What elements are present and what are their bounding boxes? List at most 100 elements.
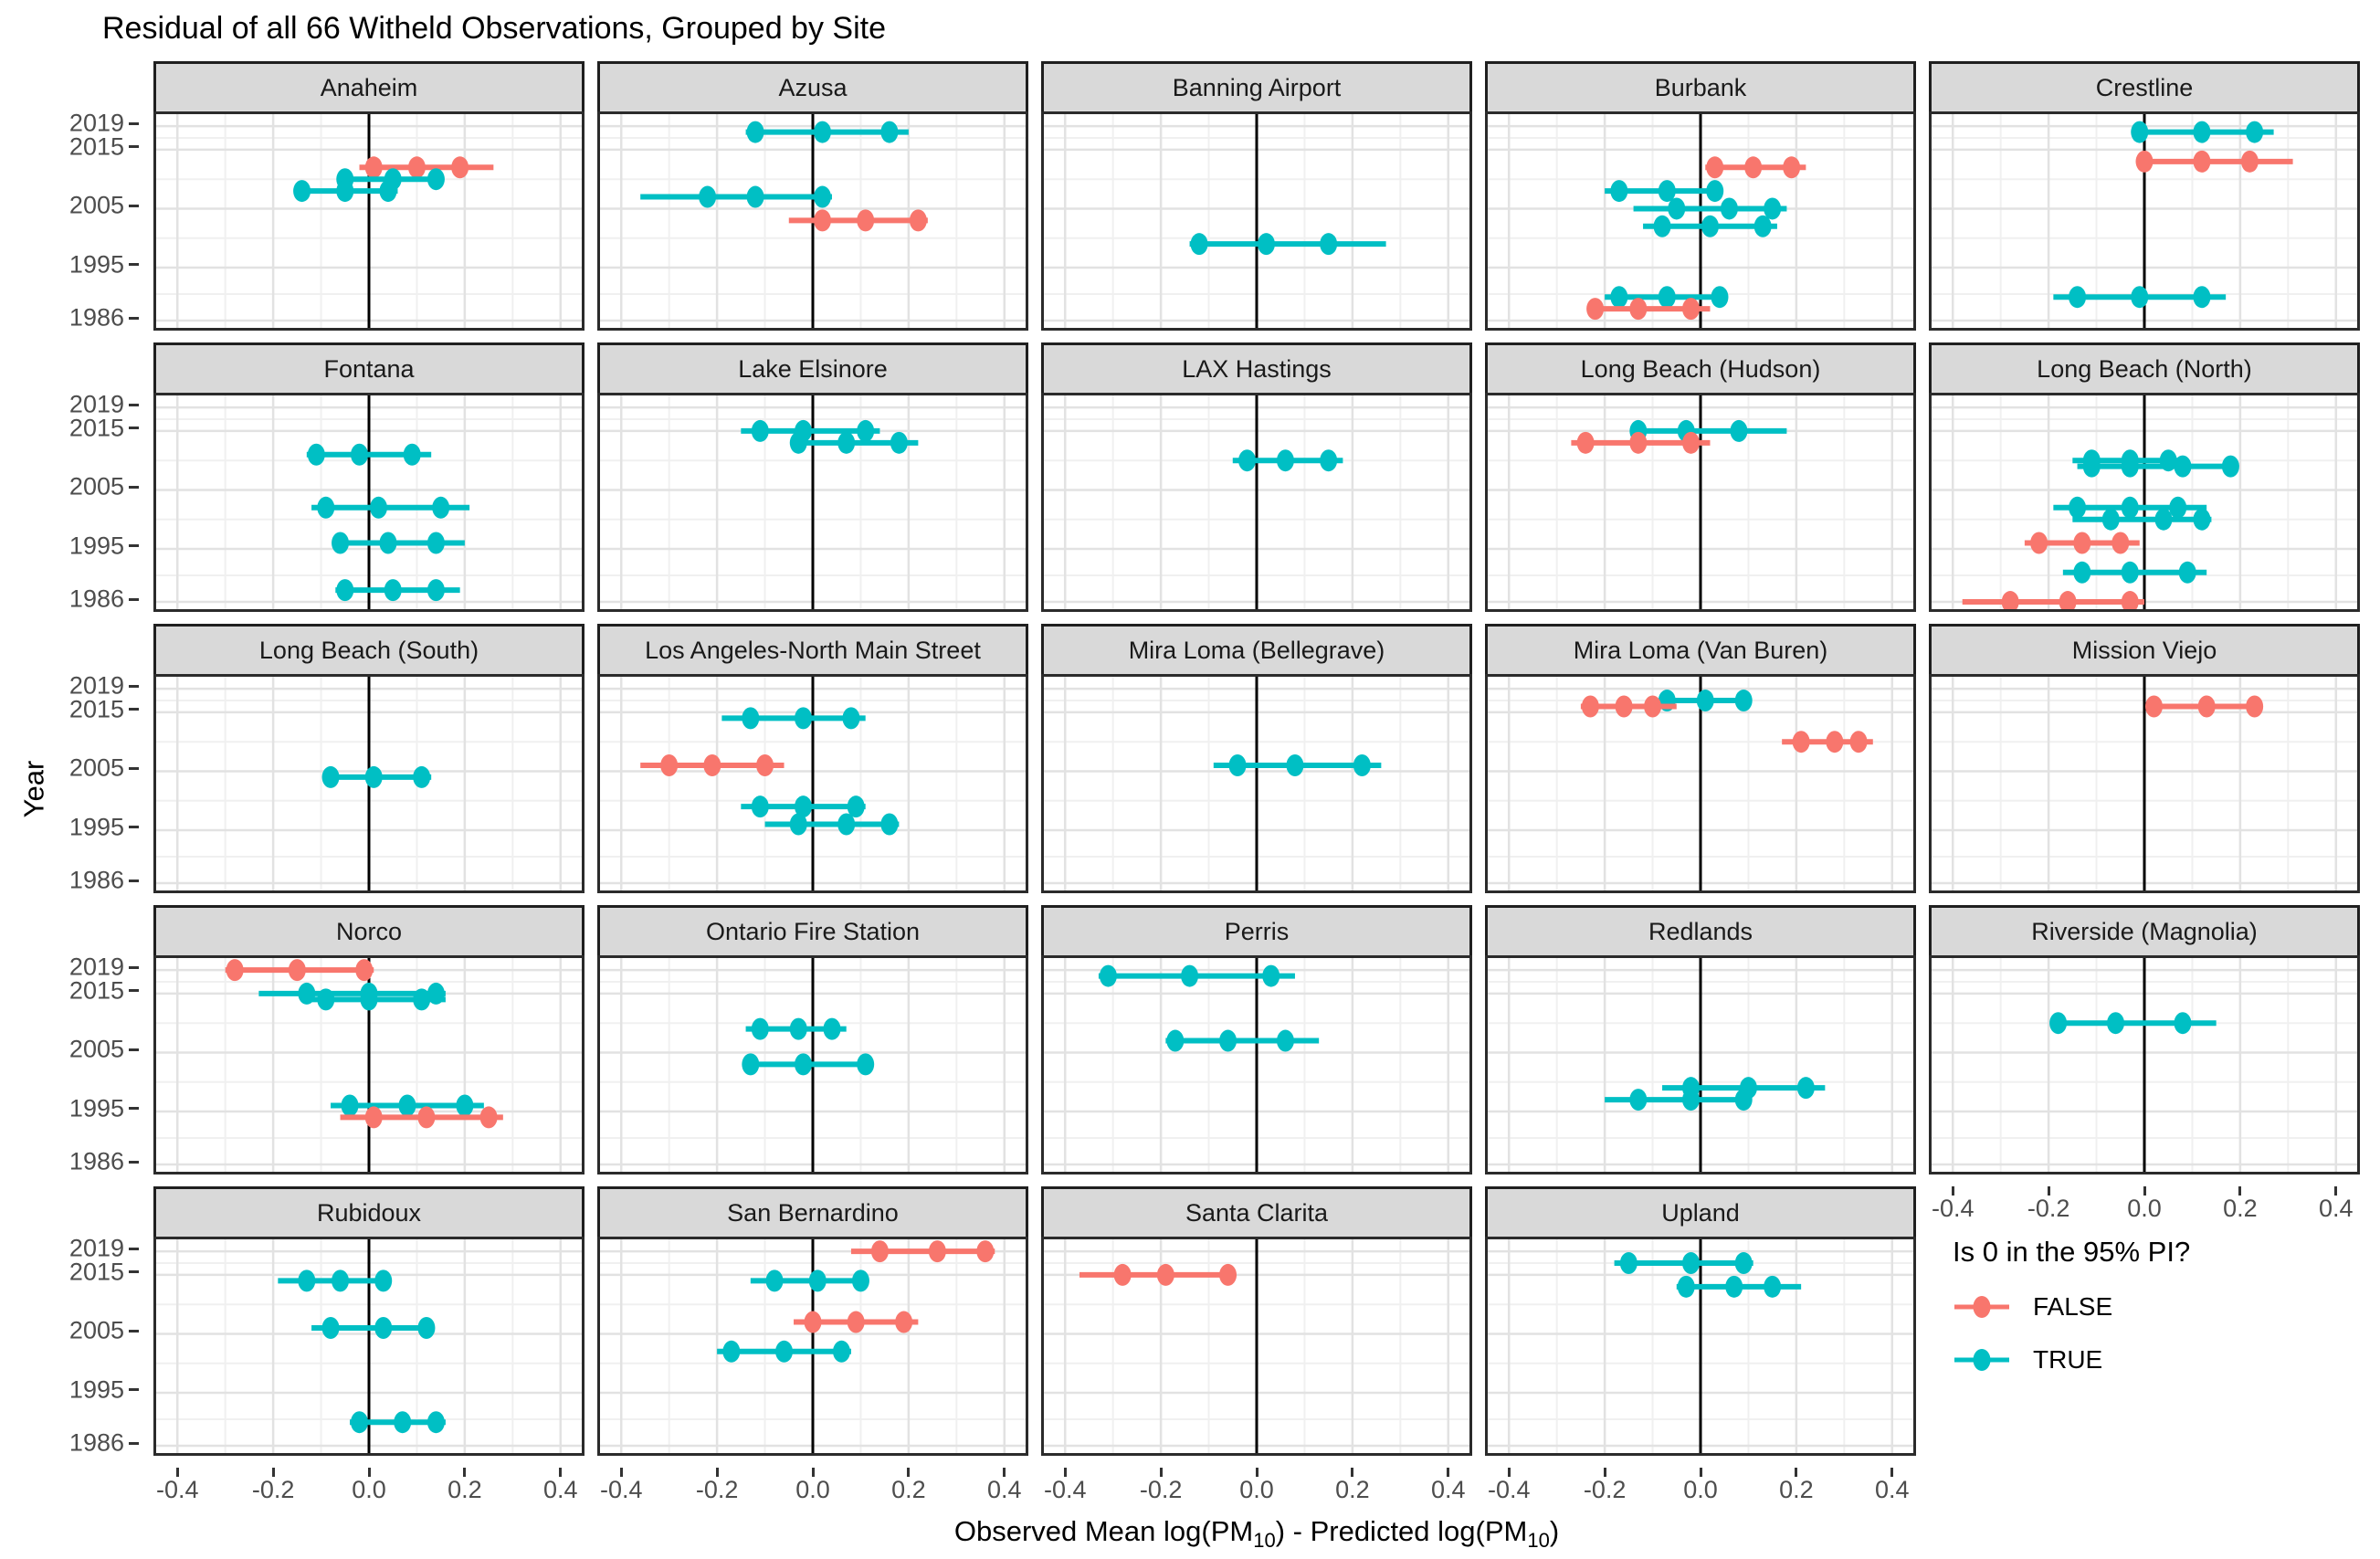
facet-perris: Perris bbox=[1041, 905, 1472, 1177]
residual-series bbox=[717, 1340, 851, 1363]
residual-point bbox=[2121, 455, 2139, 478]
residual-point bbox=[1619, 1252, 1638, 1275]
y-tick-mark bbox=[129, 1048, 139, 1051]
x-tick-mark bbox=[619, 1468, 623, 1477]
residual-point bbox=[1796, 1077, 1815, 1100]
facet-strip-label: Redlands bbox=[1648, 917, 1753, 945]
facet-strip: Crestline bbox=[1929, 61, 2360, 111]
residual-point bbox=[321, 765, 340, 788]
facet-strip-label: Perris bbox=[1224, 917, 1290, 945]
residual-point bbox=[1764, 1275, 1782, 1298]
x-tick-mark bbox=[2047, 1186, 2050, 1196]
facet-norco: Norco bbox=[153, 905, 584, 1177]
residual-point bbox=[1682, 1089, 1701, 1111]
x-tick-mark bbox=[1351, 1468, 1354, 1477]
residual-point bbox=[1276, 449, 1294, 472]
facet-strip: San Bernardino bbox=[597, 1186, 1028, 1237]
residual-point bbox=[765, 1269, 784, 1292]
residual-point bbox=[351, 1411, 369, 1434]
facet-strip-label: Burbank bbox=[1654, 73, 1747, 101]
residual-point bbox=[1849, 731, 1868, 753]
residual-series bbox=[301, 988, 446, 1011]
facet-panel-santa-clarita bbox=[1041, 1237, 1472, 1456]
facet-panel-redlands bbox=[1485, 955, 1916, 1175]
residual-point bbox=[1734, 690, 1753, 712]
residual-point bbox=[823, 1017, 841, 1040]
residual-series bbox=[1962, 591, 2144, 612]
x-tick-mark bbox=[1003, 1468, 1006, 1477]
x-tick-label: 0.2 bbox=[891, 1476, 926, 1503]
y-tick-mark bbox=[129, 121, 139, 125]
y-axis-gutter-row-2: 2019 2015 2005 1995 1986 bbox=[15, 342, 141, 615]
facet-strip-label: Azusa bbox=[778, 73, 848, 101]
residual-point bbox=[1725, 1275, 1743, 1298]
y-tick-mark bbox=[129, 145, 139, 149]
x-axis-title-subscript: 10 bbox=[1253, 1529, 1276, 1553]
facet-strip-label: Mira Loma (Van Buren) bbox=[1573, 636, 1828, 664]
residual-point bbox=[1615, 695, 1633, 718]
residual-point bbox=[722, 1340, 741, 1363]
residual-point bbox=[364, 1106, 383, 1129]
residual-point bbox=[1734, 1089, 1753, 1111]
x-tick-mark bbox=[1603, 1468, 1606, 1477]
y-tick-label: 2019 bbox=[68, 1234, 124, 1262]
residual-point bbox=[479, 1106, 498, 1129]
facet-panel-mira-loma-bellegrave bbox=[1041, 674, 1472, 893]
residual-series bbox=[745, 1017, 847, 1040]
facet-riverside-magnolia: Riverside (Magnolia) bbox=[1929, 905, 2360, 1177]
residual-point bbox=[2135, 150, 2154, 173]
residual-point bbox=[857, 209, 875, 232]
facet-lake-elsinore: Lake Elsinore bbox=[597, 342, 1028, 615]
y-tick-label: 1995 bbox=[68, 813, 124, 841]
residual-point bbox=[2131, 121, 2149, 143]
residual-series bbox=[850, 1240, 995, 1263]
residual-point bbox=[1644, 695, 1662, 718]
residual-point bbox=[813, 121, 831, 143]
facet-upland: Upland bbox=[1485, 1186, 1916, 1459]
facet-panel-ontario-fire-station bbox=[597, 955, 1028, 1175]
residual-series bbox=[640, 185, 832, 208]
x-tick-label: -0.4 bbox=[1043, 1476, 1087, 1503]
facet-strip: Long Beach (Hudson) bbox=[1485, 342, 1916, 393]
residual-point bbox=[2246, 695, 2264, 718]
residual-series bbox=[1676, 1275, 1802, 1298]
facet-strip-label: Mira Loma (Bellegrave) bbox=[1128, 636, 1385, 664]
residual-point bbox=[2178, 561, 2196, 584]
x-tick-label: 0.2 bbox=[2223, 1195, 2258, 1222]
residual-point bbox=[1658, 286, 1676, 309]
residual-point bbox=[2107, 1012, 2125, 1035]
y-tick-mark bbox=[129, 826, 139, 829]
residual-point bbox=[1581, 695, 1599, 718]
x-tick-label: 0.2 bbox=[1779, 1476, 1814, 1503]
residual-point bbox=[890, 431, 908, 454]
residual-point bbox=[1701, 215, 1719, 237]
residual-series bbox=[1782, 731, 1873, 753]
residual-point bbox=[427, 532, 445, 554]
x-tick-mark bbox=[1063, 1468, 1067, 1477]
y-tick-label: 2005 bbox=[68, 472, 124, 500]
residual-point bbox=[2240, 150, 2259, 173]
y-tick-label: 1995 bbox=[68, 250, 124, 279]
facet-panel-crestline bbox=[1929, 111, 2360, 331]
residual-point bbox=[1320, 233, 1338, 256]
facet-strip: Mira Loma (Van Buren) bbox=[1485, 624, 1916, 674]
residual-series bbox=[1633, 197, 1787, 220]
x-tick-mark bbox=[463, 1468, 467, 1477]
x-tick-mark bbox=[811, 1468, 815, 1477]
facet-strip: Ontario Fire Station bbox=[597, 905, 1028, 955]
facet-strip-label: Fontana bbox=[323, 354, 415, 383]
facet-strip: Banning Airport bbox=[1041, 61, 1472, 111]
residual-point bbox=[317, 988, 335, 1011]
y-tick-mark bbox=[129, 1247, 139, 1250]
residual-point bbox=[2069, 286, 2087, 309]
residual-point bbox=[2174, 1012, 2192, 1035]
residual-point bbox=[851, 1269, 869, 1292]
residual-series bbox=[321, 765, 432, 788]
facet-redlands: Redlands bbox=[1485, 905, 1916, 1177]
residual-point bbox=[451, 156, 469, 179]
y-tick-label: 2005 bbox=[68, 191, 124, 219]
x-axis-labels-col-2: -0.4 -0.2 0.0 0.2 0.4 bbox=[597, 1468, 1028, 1503]
facet-lax-hastings: LAX Hastings bbox=[1041, 342, 1472, 615]
facet-strip: Anaheim bbox=[153, 61, 584, 111]
residual-series bbox=[1165, 1029, 1320, 1052]
